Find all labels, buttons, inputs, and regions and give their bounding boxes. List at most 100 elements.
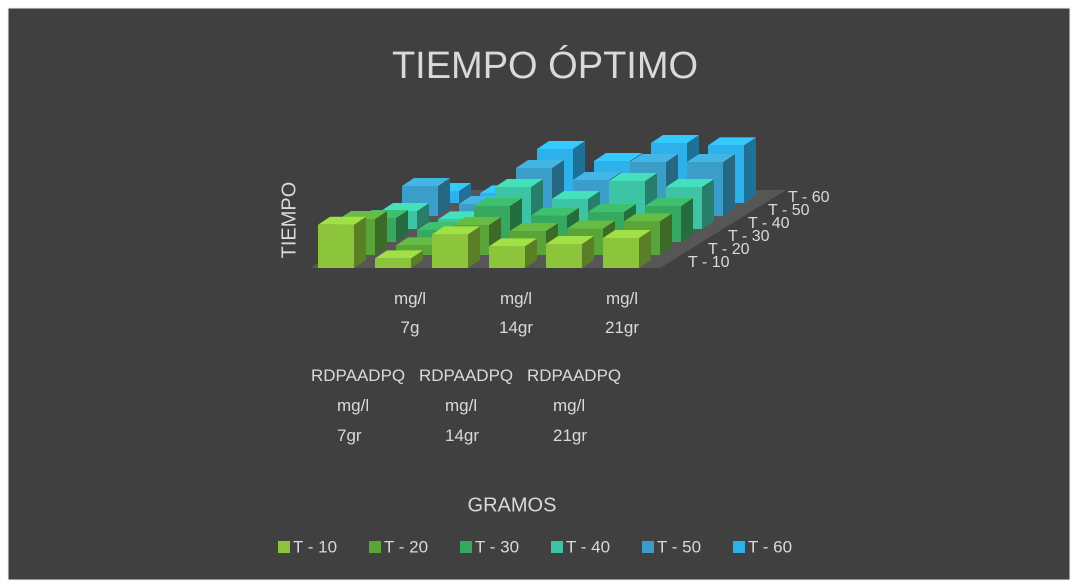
bar-side	[639, 230, 651, 268]
depth-label: T - 40	[748, 215, 790, 232]
depth-label: T - 30	[728, 228, 770, 245]
x-tick-label: RDPAADPQ mg/l 7gr	[311, 366, 405, 445]
bar-side	[354, 216, 366, 268]
bar-top	[318, 216, 366, 225]
bar-top	[666, 179, 714, 187]
chart-title: TIEMPO ÓPTIMO	[392, 44, 698, 87]
chart-background	[7, 7, 1071, 581]
legend-label: T - 10	[293, 537, 337, 556]
legend-swatch	[278, 541, 290, 553]
bar-top	[651, 135, 699, 143]
bar-side	[582, 236, 594, 268]
bar-front	[375, 258, 411, 268]
bar-top	[588, 204, 636, 212]
x-tick-label-line: 7gr	[337, 426, 362, 445]
bar-top	[708, 137, 756, 146]
bar-top	[489, 238, 537, 247]
bar-side	[411, 250, 423, 268]
bar-top	[573, 172, 621, 180]
legend-swatch	[642, 541, 654, 553]
legend-swatch	[460, 541, 472, 553]
bar-top	[375, 250, 423, 259]
bar-top	[567, 220, 615, 229]
x-tick-label-line: 21gr	[553, 426, 587, 445]
bar-top	[453, 217, 501, 225]
legend-label: T - 20	[384, 537, 428, 556]
bar-side	[468, 226, 480, 268]
x-tick-label-line: mg/l	[500, 289, 532, 308]
x-tick-label-line: RDPAADPQ	[419, 366, 513, 385]
bar-top	[687, 154, 735, 162]
x-tick-label: RDPAADPQ mg/l 21gr	[527, 366, 621, 445]
bar-side	[723, 154, 735, 216]
depth-label: T - 20	[708, 241, 750, 258]
x-tick-label-line: mg/l	[606, 289, 638, 308]
bar-top	[381, 203, 429, 211]
bar-front	[489, 246, 525, 268]
bar-top	[603, 230, 651, 238]
bar-side	[396, 210, 408, 242]
x-axis-label: GRAMOS	[468, 494, 557, 516]
bar	[603, 230, 651, 268]
x-tick-label-line: mg/l	[445, 396, 477, 415]
bar-top	[630, 154, 678, 162]
x-tick-label-line: mg/l	[394, 289, 426, 308]
x-tick-label: mg/l 21gr	[605, 289, 639, 337]
bar-front	[603, 238, 639, 268]
x-tick-label-line: 21gr	[605, 318, 639, 337]
x-tick-label: mg/l 7g	[394, 289, 426, 337]
x-tick-label-line: 7g	[401, 318, 420, 337]
legend-label: T - 60	[748, 537, 792, 556]
bar-top	[510, 223, 558, 231]
bar-side	[702, 179, 714, 229]
depth-label: T - 10	[688, 254, 730, 271]
bar-top	[495, 179, 543, 187]
bar-top	[537, 141, 585, 149]
bar	[375, 250, 423, 268]
x-tick-label: RDPAADPQ mg/l 14gr	[419, 366, 513, 445]
bar-front	[396, 245, 432, 255]
bar-front	[318, 224, 354, 268]
legend-label: T - 40	[566, 537, 610, 556]
bar-top	[402, 178, 450, 186]
bar-top	[552, 191, 600, 199]
legend-label: T - 30	[475, 537, 519, 556]
x-tick-label-line: 14gr	[445, 426, 479, 445]
bar-front	[432, 234, 468, 268]
bar-top	[609, 173, 657, 181]
bar-side	[417, 203, 429, 229]
bar-top	[624, 213, 672, 222]
legend-swatch	[369, 541, 381, 553]
bar	[546, 236, 594, 268]
legend-swatch	[733, 541, 745, 553]
x-tick-label-line: RDPAADPQ	[527, 366, 621, 385]
bar-top	[432, 226, 480, 235]
x-tick-label-line: mg/l	[553, 396, 585, 415]
bar-side	[744, 137, 756, 203]
bar	[318, 216, 366, 268]
y-axis-label: TIEMPO	[278, 182, 300, 259]
bar-side	[525, 238, 537, 268]
bar-side	[375, 211, 387, 255]
bar	[432, 226, 480, 268]
bar-top	[546, 236, 594, 244]
bar-side	[459, 183, 471, 203]
bar-side	[438, 178, 450, 216]
bar-top	[594, 153, 642, 161]
bar-top	[531, 207, 579, 216]
x-tick-label-line: RDPAADPQ	[311, 366, 405, 385]
bar-side	[660, 213, 672, 255]
depth-label: T - 50	[768, 202, 810, 219]
depth-label: T - 60	[788, 189, 830, 206]
x-tick-label: mg/l 14gr	[499, 289, 533, 337]
x-tick-label-line: 14gr	[499, 318, 533, 337]
legend-swatch	[551, 541, 563, 553]
x-tick-label-line: mg/l	[337, 396, 369, 415]
bar	[489, 238, 537, 268]
bar-front	[546, 244, 582, 268]
bar-top	[516, 160, 564, 168]
legend-label: T - 50	[657, 537, 701, 556]
bar-side	[681, 198, 693, 242]
